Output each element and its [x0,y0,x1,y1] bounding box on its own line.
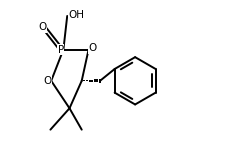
Text: O: O [38,22,46,32]
Text: OH: OH [68,10,84,20]
Text: O: O [88,43,96,53]
Text: P: P [57,45,63,55]
Text: O: O [43,76,51,86]
